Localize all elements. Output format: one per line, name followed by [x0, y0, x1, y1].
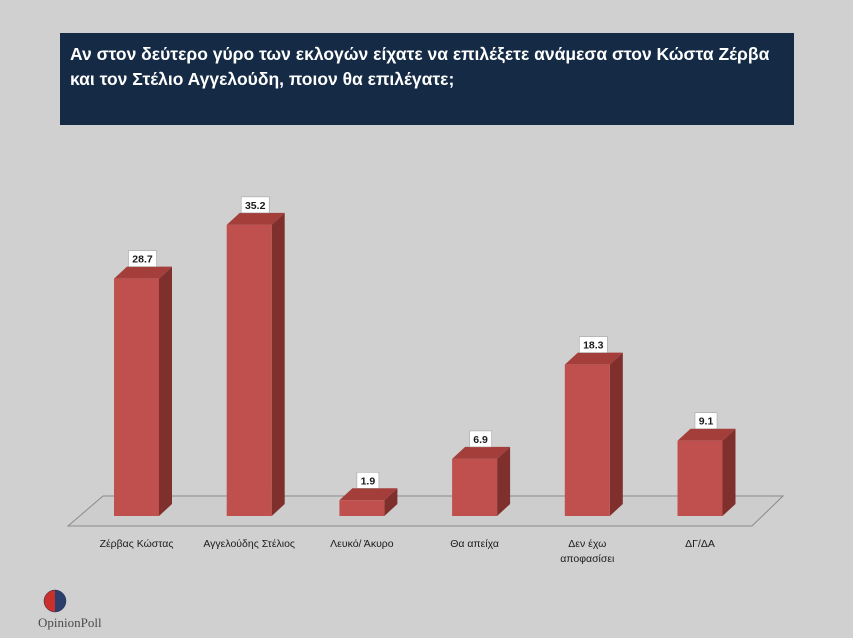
- category-label: Θα απείχα: [450, 538, 499, 550]
- logo-text-part1: Opinion: [38, 615, 81, 630]
- bar-6: 9.1: [677, 412, 736, 516]
- category-label: Ζέρβας Κώστας: [99, 538, 174, 550]
- bar-side: [497, 446, 511, 516]
- category-label: Αγγελούδης Στέλιος: [203, 538, 295, 550]
- bar-3: 1.9: [339, 472, 398, 516]
- bar-top: [677, 428, 736, 441]
- bar-4: 6.9: [452, 430, 511, 516]
- bar-front: [339, 500, 385, 516]
- bar-side: [722, 428, 736, 516]
- opinionpoll-logo: OpinionPoll: [38, 589, 128, 634]
- bar-front: [226, 224, 272, 516]
- data-label: 18.3: [583, 340, 604, 352]
- bar-top: [452, 446, 511, 459]
- bar-top: [564, 352, 623, 365]
- data-label: 35.2: [245, 200, 266, 212]
- category-label: Λευκό/ Άκυρο: [330, 538, 394, 550]
- category-label: ΔΓ/ΔΑ: [685, 538, 715, 550]
- data-label-box: [240, 196, 270, 214]
- bar-top: [339, 488, 398, 501]
- logo-mark-icon: [43, 589, 67, 613]
- data-label-box: [579, 336, 608, 353]
- bar-front: [452, 458, 498, 516]
- bar-top: [114, 266, 172, 279]
- title-banner: Αν στον δεύτερο γύρο των εκλογών είχατε …: [60, 33, 794, 125]
- data-label: 9.1: [699, 416, 714, 428]
- data-label-box: [356, 472, 380, 489]
- bar-front: [564, 364, 610, 516]
- data-label-box: [469, 430, 492, 448]
- data-label: 1.9: [361, 475, 376, 487]
- bar-side: [159, 266, 172, 516]
- bar-side: [384, 488, 398, 516]
- bar-front: [677, 440, 723, 516]
- logo-text: OpinionPoll: [38, 615, 102, 631]
- data-label: 28.7: [132, 254, 153, 266]
- bar-front: [114, 278, 159, 516]
- data-label: 6.9: [473, 434, 488, 446]
- data-label-box: [128, 250, 157, 267]
- bar-top: [226, 212, 285, 225]
- chart-floor: [66, 495, 785, 527]
- data-label-box: [694, 412, 718, 429]
- bar-2: 35.2: [226, 196, 285, 516]
- logo-text-part2: Poll: [80, 615, 102, 630]
- category-label: Δεν έχω αποφασίσει: [560, 538, 615, 565]
- bar-side: [609, 352, 623, 516]
- chart-title: Αν στον δεύτερο γύρο των εκλογών είχατε …: [70, 44, 770, 89]
- bar-side: [271, 212, 285, 516]
- bar-1: 28.7: [114, 250, 172, 516]
- bar-5: 18.3: [564, 336, 623, 516]
